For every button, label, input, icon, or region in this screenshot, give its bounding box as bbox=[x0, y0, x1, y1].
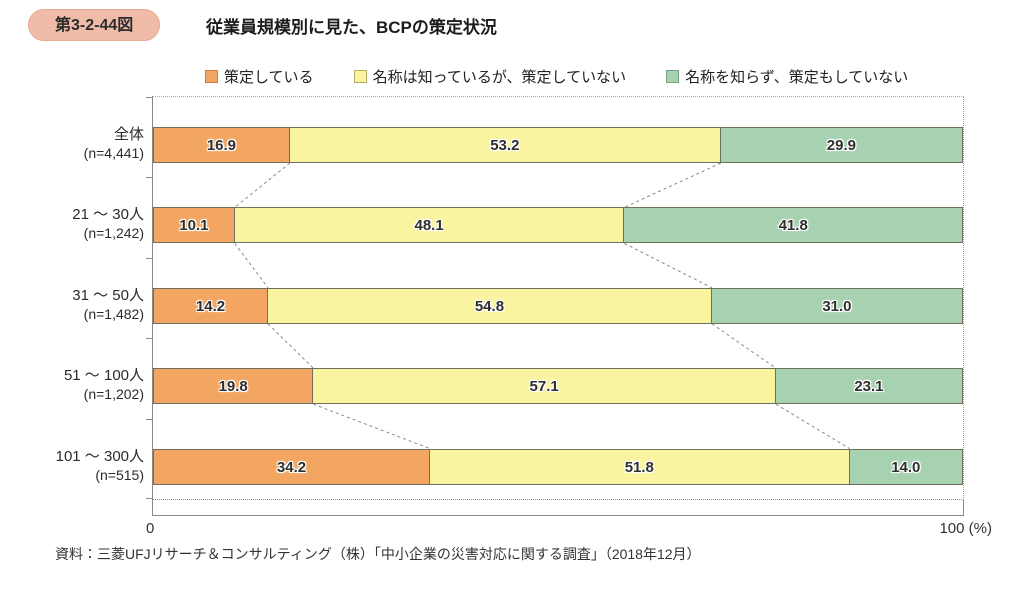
bar-segment-0: 16.9 bbox=[153, 127, 290, 163]
x-tick-max: 100 (%) bbox=[939, 520, 992, 537]
legend: 策定している 名称は知っているが、策定していない 名称を知らず、策定もしていない bbox=[205, 66, 908, 87]
connector-dashed-line bbox=[624, 162, 722, 208]
category-label: 51 ～ 100人 (n=1,202) bbox=[0, 367, 144, 403]
connector-lines bbox=[234, 162, 850, 450]
segment-value: 23.1 bbox=[854, 377, 884, 395]
y-axis-tick bbox=[146, 338, 153, 339]
stacked-bar: 19.8 57.1 23.1 bbox=[153, 368, 963, 404]
segment-value: 14.0 bbox=[891, 458, 921, 476]
connector-dashed-line bbox=[313, 403, 431, 450]
bar-segment-0: 19.8 bbox=[153, 368, 314, 404]
category-name: 全体 bbox=[113, 125, 144, 143]
bar-segment-2: 31.0 bbox=[710, 288, 963, 324]
category-label: 全体 (n=4,441) bbox=[0, 126, 144, 162]
segment-value: 57.1 bbox=[529, 377, 559, 395]
connector-dashed-line bbox=[267, 323, 314, 369]
category-sample-size: (n=515) bbox=[95, 466, 144, 483]
y-axis-tick bbox=[146, 498, 153, 499]
x-tick-min: 0 bbox=[146, 520, 155, 537]
legend-item-2: 名称を知らず、策定もしていない bbox=[666, 66, 908, 87]
segment-value: 19.8 bbox=[218, 377, 248, 395]
stacked-bar: 10.1 48.1 41.8 bbox=[153, 207, 963, 243]
stacked-bar: 16.9 53.2 29.9 bbox=[153, 127, 963, 163]
segment-value: 53.2 bbox=[490, 136, 520, 154]
category-label: 31 ～ 50人 (n=1,482) bbox=[0, 287, 144, 323]
chart-region: 16.9 53.2 29.9 10.1 48.1 41.8 14.2 54.8 31.0 19.8… bbox=[0, 96, 1030, 500]
stacked-bar: 34.2 51.8 14.0 bbox=[153, 449, 963, 485]
bar-segment-2: 14.0 bbox=[848, 449, 963, 485]
segment-value: 54.8 bbox=[474, 297, 505, 315]
category-sample-size: (n=1,202) bbox=[83, 385, 144, 402]
segment-value: 48.1 bbox=[414, 216, 444, 234]
legend-label: 名称を知らず、策定もしていない bbox=[685, 69, 909, 86]
bar-segment-1: 57.1 bbox=[312, 368, 776, 404]
legend-swatch-icon bbox=[666, 70, 680, 83]
segment-value: 14.2 bbox=[195, 297, 226, 315]
legend-swatch-icon bbox=[205, 70, 218, 83]
y-axis-tick bbox=[146, 258, 153, 259]
bar-segment-0: 10.1 bbox=[153, 207, 235, 243]
bar-segment-0: 34.2 bbox=[153, 449, 431, 485]
source-note: 資料：三菱UFJリサーチ＆コンサルティング（株）「中小企業の災害対応に関する調査… bbox=[55, 546, 701, 562]
x-axis bbox=[152, 500, 964, 516]
y-axis-tick bbox=[146, 97, 153, 98]
category-sample-size: (n=1,482) bbox=[83, 305, 144, 322]
category-sample-size: (n=1,242) bbox=[83, 224, 144, 241]
bar-segment-1: 54.8 bbox=[267, 288, 712, 324]
bar-segment-2: 41.8 bbox=[623, 207, 963, 243]
category-name: 31 ～ 50人 bbox=[72, 286, 144, 304]
segment-value: 16.9 bbox=[206, 136, 237, 154]
connector-dashed-line bbox=[234, 162, 291, 208]
figure-title: 従業員規模別に見た、BCPの策定状況 bbox=[206, 18, 497, 37]
legend-item-1: 名称は知っているが、策定していない bbox=[353, 66, 627, 87]
category-sample-size: (n=4,441) bbox=[83, 144, 144, 161]
plot-area: 16.9 53.2 29.9 10.1 48.1 41.8 14.2 54.8 31.0 19.8… bbox=[146, 96, 964, 500]
figure-number-badge: 第3-2-44図 bbox=[28, 9, 161, 41]
segment-value: 31.0 bbox=[822, 297, 852, 315]
connector-dashed-line bbox=[775, 403, 850, 450]
legend-label: 名称は知っているが、策定していない bbox=[372, 69, 627, 86]
category-name: 21 ～ 30人 bbox=[72, 205, 144, 223]
segment-value: 41.8 bbox=[778, 216, 808, 234]
y-axis-tick bbox=[146, 177, 153, 178]
y-axis-tick bbox=[146, 419, 153, 420]
category-label: 21 ～ 30人 (n=1,242) bbox=[0, 206, 144, 242]
x-axis-labels: 0 100 (%) bbox=[146, 520, 992, 537]
legend-swatch-icon bbox=[353, 70, 367, 83]
legend-item-0: 策定している bbox=[205, 66, 314, 87]
segment-value: 34.2 bbox=[276, 458, 307, 476]
bar-segment-1: 53.2 bbox=[288, 127, 721, 163]
segment-value: 10.1 bbox=[179, 216, 209, 234]
legend-label: 策定している bbox=[224, 69, 314, 86]
segment-value: 29.9 bbox=[826, 136, 856, 154]
stacked-bar: 14.2 54.8 31.0 bbox=[153, 288, 963, 324]
segment-value: 51.8 bbox=[624, 458, 654, 476]
connector-dashed-line bbox=[234, 243, 269, 289]
bar-segment-0: 14.2 bbox=[153, 288, 269, 324]
bar-segment-1: 48.1 bbox=[233, 207, 625, 243]
connector-dashed-line bbox=[624, 242, 713, 289]
bar-segment-2: 23.1 bbox=[774, 368, 963, 404]
category-name: 101 ～ 300人 bbox=[55, 447, 144, 465]
bar-segment-2: 29.9 bbox=[719, 127, 963, 163]
connector-dashed-line bbox=[711, 323, 777, 369]
category-label: 101 ～ 300人 (n=515) bbox=[0, 448, 144, 484]
bar-segment-1: 51.8 bbox=[429, 449, 850, 485]
category-name: 51 ～ 100人 bbox=[63, 366, 144, 384]
